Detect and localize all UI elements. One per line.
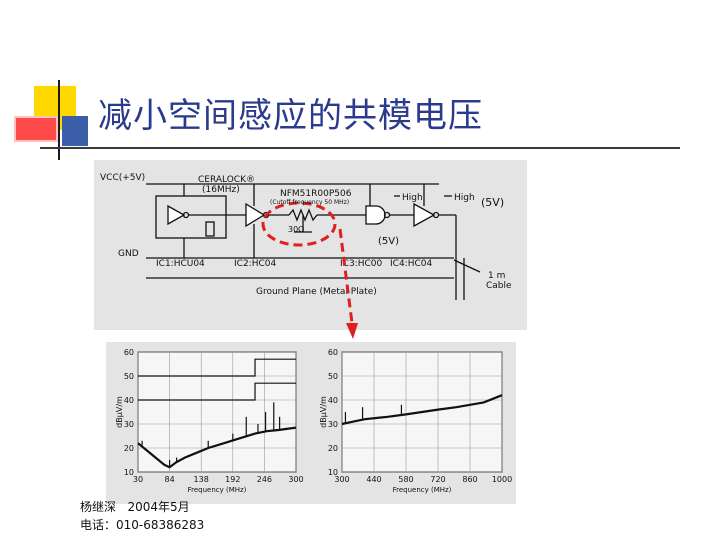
y-tick-label: 30 xyxy=(124,420,134,429)
filter-spec-label: (Cutoff frequency 50 MHz) xyxy=(270,199,349,206)
ic2-label: IC2:HC04 xyxy=(234,259,276,269)
y-tick-label: 40 xyxy=(328,396,338,405)
schematic-diagram: VCC(+5V) GND CERALOCK® (16MHz) NFM51R00P… xyxy=(100,173,512,300)
high-label-2: High xyxy=(454,193,475,203)
y-tick-label: 60 xyxy=(328,348,338,357)
voltage-label-top: (5V) xyxy=(481,196,504,209)
x-tick-label: 246 xyxy=(257,475,272,484)
cable-label: Cable xyxy=(486,281,512,291)
filter-part-label: NFM51R00P506 xyxy=(280,189,352,199)
deco-square-red xyxy=(14,116,58,142)
pointer-arrow xyxy=(338,228,358,339)
x-axis-label: Frequency (MHz) xyxy=(188,486,247,494)
plot-area xyxy=(137,351,297,473)
x-tick-label: 580 xyxy=(398,475,413,484)
x-tick-label: 84 xyxy=(165,475,175,484)
deco-square-blue xyxy=(62,116,88,146)
y-axis-label: dBμV/m xyxy=(319,396,328,428)
voltage-label-mid: (5V) xyxy=(378,236,399,247)
ic4-label: IC4:HC04 xyxy=(390,259,432,269)
y-tick-label: 20 xyxy=(328,444,338,453)
gnd-label: GND xyxy=(118,249,139,259)
ic1-label: IC1:HCU04 xyxy=(156,259,205,269)
resistor-label: 30Ω xyxy=(288,225,304,234)
oscillator-frequency: (16MHz) xyxy=(202,185,240,195)
x-tick-label: 300 xyxy=(288,475,303,484)
schematic-panel: VCC(+5V) GND CERALOCK® (16MHz) NFM51R00P… xyxy=(94,160,527,330)
slide-title: 减小空间感应的共模电压 xyxy=(98,96,483,136)
footer-author: 杨继深 2004年5月 xyxy=(80,500,190,514)
x-tick-label: 1000 xyxy=(492,475,512,484)
oscillator-label: CERALOCK® xyxy=(198,175,255,185)
high-label-1: High xyxy=(402,193,423,203)
y-tick-label: 20 xyxy=(124,444,134,453)
footer-phone: 电话：010-68386283 xyxy=(80,518,205,532)
emission-trace xyxy=(137,426,297,469)
ic3-label: IC3:HC00 xyxy=(340,259,382,269)
x-tick-label: 440 xyxy=(366,475,381,484)
x-tick-label: 300 xyxy=(334,475,349,484)
x-tick-label: 860 xyxy=(462,475,477,484)
deco-horizontal-rule xyxy=(40,147,680,149)
x-tick-label: 30 xyxy=(133,475,143,484)
ground-plane-label: Ground Plane (Metal Plate) xyxy=(256,287,377,297)
x-tick-label: 720 xyxy=(430,475,445,484)
y-tick-label: 30 xyxy=(328,420,338,429)
cable-length-label: 1 m xyxy=(488,271,505,281)
y-tick-label: 50 xyxy=(124,372,134,381)
highlight-circle xyxy=(261,201,337,247)
y-tick-label: 60 xyxy=(124,348,134,357)
y-tick-label: 10 xyxy=(328,468,338,477)
deco-vertical-rule xyxy=(58,80,60,160)
limit-line xyxy=(138,382,296,401)
x-tick-label: 138 xyxy=(194,475,209,484)
x-tick-label: 192 xyxy=(225,475,240,484)
emission-chart-low: 30 84 138 192 246 300 60 50 40 30 20 10 Frequency (M… xyxy=(115,348,304,494)
y-tick-label: 50 xyxy=(328,372,338,381)
limit-line xyxy=(138,358,296,377)
y-tick-label: 10 xyxy=(124,468,134,477)
emission-trace xyxy=(341,394,503,426)
vcc-label: VCC(+5V) xyxy=(100,173,145,183)
y-axis-label: dBμV/m xyxy=(115,396,124,428)
emission-chart-high: 300 440 580 720 860 1000 60 50 40 30 20 10 Frequency… xyxy=(319,348,512,494)
x-axis-label: Frequency (MHz) xyxy=(393,486,452,494)
y-tick-label: 40 xyxy=(124,396,134,405)
